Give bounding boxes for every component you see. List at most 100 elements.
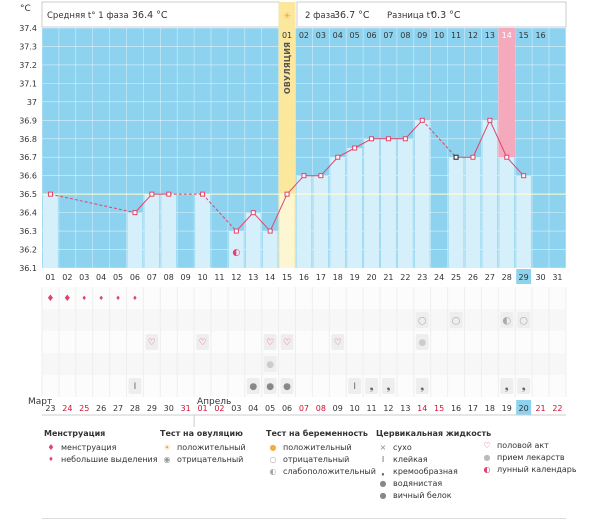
symbol-row-bg: [42, 375, 566, 397]
creamy-icon: ❟: [370, 381, 374, 392]
temp-point: [166, 191, 172, 197]
diff-value: 0.3 °C: [431, 10, 461, 21]
temp-line-segment: [252, 212, 271, 232]
temp-bar: [313, 175, 329, 268]
x-tick-label: 07: [147, 273, 157, 282]
sticky-icon-bg: [348, 378, 362, 394]
x-axis-band: [42, 268, 566, 284]
calendar-date: 04: [248, 404, 258, 413]
plot-area: 36.1 36.2 36.3 36.4 36.5 36.6 36.7 36.8 36.9 37 37…: [19, 2, 567, 284]
symbol-row-bg: [42, 331, 566, 353]
menstruation-drop-icon: ♦: [63, 294, 71, 304]
pregnancy-test-icon: ○: [452, 315, 461, 326]
temp-bar: [330, 157, 346, 268]
legend-item: ◐ слабоположительный: [266, 466, 376, 478]
legend-item: ❟ кремообразная: [376, 466, 491, 478]
temp-bar: [448, 157, 464, 268]
temp-point: [352, 145, 358, 151]
x-tick-label: 03: [79, 273, 89, 282]
bottom-divider: [42, 518, 566, 519]
temp-line-segment: [354, 138, 372, 149]
moon-icon: ◐: [232, 248, 240, 258]
cycle-day-top: 12: [468, 31, 478, 40]
temp-bar: [465, 157, 481, 268]
temp-point: [419, 117, 425, 123]
legend-item: ◐ лунный календарь: [480, 464, 577, 476]
cycle-day-top: 09: [417, 31, 427, 40]
temp-line-segment: [202, 193, 237, 232]
calendar-date: 06: [282, 404, 292, 413]
cycle-day-top: 13: [485, 31, 495, 40]
legend-item: ○ отрицательный: [266, 454, 376, 466]
month-april: Апрель: [197, 397, 232, 407]
temp-bar: [279, 194, 295, 268]
pregnancy-test-icon: ○: [418, 315, 427, 326]
phase1-value: 36.4 °C: [132, 10, 168, 21]
calendar-date: 25: [79, 404, 89, 413]
pregnancy-negative-icon: ○: [269, 455, 277, 464]
temp-bar: [127, 212, 143, 268]
heart-icon-bg: [331, 334, 345, 350]
temp-line-segment: [472, 120, 491, 158]
x-tick-label: 11: [214, 273, 224, 282]
x-tick-label: 23: [417, 273, 427, 282]
temp-point: [369, 136, 375, 142]
calendar-date: 07: [299, 404, 309, 413]
temp-bar: [228, 231, 244, 268]
temp-point: [335, 154, 341, 160]
temp-point: [284, 191, 290, 197]
calendar-date: 30: [164, 404, 174, 413]
temp-point: [402, 136, 408, 142]
next-cycle-marker: [498, 28, 516, 158]
x-tick-label: 28: [502, 273, 512, 282]
watery-icon-bg: [246, 378, 260, 394]
x-tick-label: 22: [400, 273, 410, 282]
x-tick-label: 09: [181, 273, 191, 282]
y-tick-label: 37.3: [19, 42, 37, 51]
x-tick-label: 14: [265, 273, 275, 282]
temp-bar: [195, 194, 210, 268]
calendar-date: 02: [214, 404, 224, 413]
creamy-icon-bg: [517, 378, 531, 394]
x-tick-label: 21: [383, 273, 393, 282]
calendar-date: 01: [197, 404, 207, 413]
pregnancy-test-icon: ◐: [502, 315, 511, 326]
calendar-date: 14: [417, 404, 427, 413]
highlight-day-box: [516, 269, 532, 284]
calendar-date: 26: [96, 404, 106, 413]
legend-item: ● вичный белок: [376, 490, 491, 502]
cycle-day-top: 03: [316, 31, 326, 40]
temp-point: [521, 173, 527, 179]
pregnancy-test-icon-bg: [500, 312, 514, 328]
x-tick-label: 24: [434, 273, 444, 282]
heart-icon-bg: [145, 334, 159, 350]
creamy-icon-bg: [500, 378, 514, 394]
temp-line-segment: [489, 120, 508, 158]
temp-bar: [245, 212, 261, 268]
x-tick-label: 29: [519, 273, 529, 282]
heart-icon: ♡: [266, 338, 274, 348]
phase1-panel: [41, 1, 280, 28]
calendar-date: 18: [485, 404, 495, 413]
temp-point: [318, 173, 324, 179]
phase2-label: 2 фаза: [305, 11, 335, 21]
legend-text: небольшие выделения: [61, 455, 158, 464]
pill-icon: ●: [483, 453, 491, 462]
sticky-icon-bg: [128, 378, 142, 394]
calendar-date: 22: [552, 404, 562, 413]
pill-icon-bg: [263, 356, 277, 372]
y-tick-label: 36.1: [19, 264, 37, 273]
x-tick-label: 10: [197, 273, 207, 282]
heart-icon: ♡: [283, 338, 291, 348]
chart-header: °C Средняя t° 1 фаза 36.4 °C 2 фаза 36.7…: [20, 1, 567, 28]
month-march: Март: [28, 397, 53, 407]
legend-item: ♦ менструация: [44, 442, 158, 454]
creamy-icon: ❟: [420, 381, 424, 392]
pregnancy-faint-icon: ◐: [269, 467, 277, 476]
temp-line-segment: [337, 147, 355, 158]
x-tick-label: 15: [282, 273, 292, 282]
temp-line-segment: [320, 156, 339, 177]
menstruation-drop-icon: ♦: [115, 295, 120, 302]
